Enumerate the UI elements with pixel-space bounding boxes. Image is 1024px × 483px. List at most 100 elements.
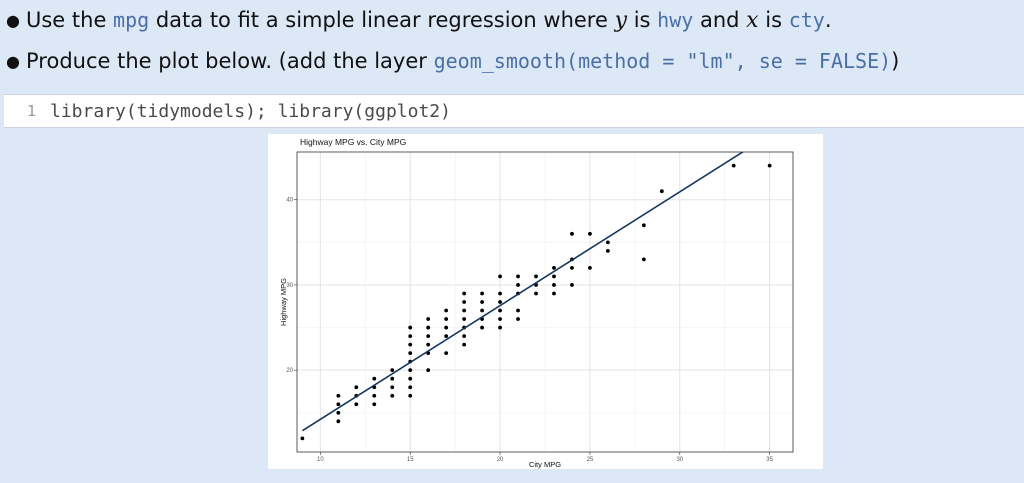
x-tick-label: 25 (587, 457, 594, 463)
data-point (336, 393, 341, 398)
regression-line (301, 152, 745, 432)
data-point (336, 419, 341, 424)
instruction-fit-regression: ● Use the mpg data to fit a simple linear… (6, 2, 832, 38)
data-point (408, 393, 413, 398)
data-point (480, 300, 485, 304)
data-point (480, 308, 485, 313)
data-point (516, 283, 520, 287)
math-variable: y (614, 7, 628, 33)
data-point (605, 248, 610, 253)
data-point (372, 393, 377, 398)
line-number: 1 (26, 102, 36, 120)
instruction-text: . (824, 8, 832, 32)
data-point (390, 393, 395, 398)
data-point (390, 376, 395, 381)
data-point (498, 291, 502, 296)
data-point (588, 266, 592, 270)
code-line[interactable]: library(tidymodels); library(ggplot2) (50, 100, 451, 122)
instruction-produce-plot: ● Produce the plot below. (add the layer … (6, 43, 899, 79)
instruction-text: data to fit a simple linear regression w… (149, 8, 615, 32)
data-point (390, 385, 395, 390)
data-point (444, 325, 449, 330)
data-point (498, 300, 502, 304)
data-point (426, 325, 431, 330)
data-point (767, 163, 772, 168)
math-variable: x (746, 7, 759, 33)
data-point (336, 402, 341, 407)
data-point (444, 334, 449, 338)
data-point (336, 410, 341, 415)
data-point (498, 308, 502, 313)
data-point (444, 351, 449, 356)
instruction-text: Produce the plot below. (add the layer (26, 49, 434, 73)
data-point (462, 342, 467, 347)
data-point (516, 317, 520, 321)
data-point (408, 334, 413, 338)
data-point (570, 231, 574, 236)
inline-code: hwy (657, 8, 694, 32)
data-point (426, 317, 431, 321)
data-point (408, 351, 413, 356)
inline-code: geom_smooth(method = "lm", se = FALSE) (433, 49, 892, 73)
data-point (516, 308, 520, 313)
y-axis-label: Highway MPG (279, 278, 288, 326)
data-point (498, 325, 502, 330)
y-tick-label: 40 (286, 198, 293, 204)
chart-title: Highway MPG vs. City MPG (300, 137, 406, 147)
data-point (372, 376, 377, 381)
inline-code: mpg (113, 8, 150, 32)
data-point (372, 402, 377, 407)
x-tick-label: 30 (676, 457, 683, 463)
data-point (408, 342, 413, 347)
data-point (462, 291, 467, 296)
bullet-dot-icon: ● (6, 51, 20, 71)
data-point (462, 317, 467, 321)
data-point (426, 334, 431, 338)
data-point (641, 257, 646, 262)
data-point (426, 368, 431, 373)
data-point (408, 368, 413, 373)
data-point (534, 291, 538, 296)
code-cell[interactable]: 1 library(tidymodels); library(ggplot2) (4, 94, 1024, 128)
data-point (462, 334, 467, 338)
bullet-dot-icon: ● (6, 10, 20, 30)
data-point (408, 376, 413, 381)
data-point (462, 308, 467, 313)
plot-border (296, 151, 794, 453)
data-point (641, 223, 646, 228)
data-point (570, 283, 574, 287)
data-point (516, 274, 520, 279)
y-tick-label: 30 (286, 283, 293, 289)
inline-code: cty (788, 8, 825, 32)
data-point (552, 274, 556, 279)
data-point (408, 385, 413, 390)
y-tick-label: 20 (286, 368, 293, 374)
instruction-text: is (758, 8, 789, 32)
data-point (300, 436, 305, 441)
x-axis-label: City MPG (529, 460, 561, 469)
data-point (552, 291, 556, 296)
x-tick-label: 10 (317, 457, 324, 463)
plot-image: 10 15 20 25 30 35 20 30 40 Highway MPG vs. City M… (268, 134, 823, 469)
instruction-text: and (693, 8, 747, 32)
data-point (588, 231, 592, 236)
data-point (426, 342, 431, 347)
data-point (354, 385, 359, 390)
data-point (462, 300, 467, 304)
data-point (354, 402, 359, 407)
data-point (570, 266, 574, 270)
instruction-text: is (627, 8, 658, 32)
data-point (552, 283, 556, 287)
data-point (444, 317, 449, 321)
x-tick-label: 20 (497, 457, 504, 463)
data-point (534, 274, 538, 279)
data-point (408, 325, 413, 330)
data-point (659, 189, 664, 194)
data-point (444, 308, 449, 313)
x-tick-label: 35 (766, 457, 773, 463)
data-point (480, 325, 485, 330)
data-point (498, 317, 502, 321)
data-point (731, 163, 736, 168)
data-point (552, 266, 556, 270)
data-point (605, 240, 610, 245)
